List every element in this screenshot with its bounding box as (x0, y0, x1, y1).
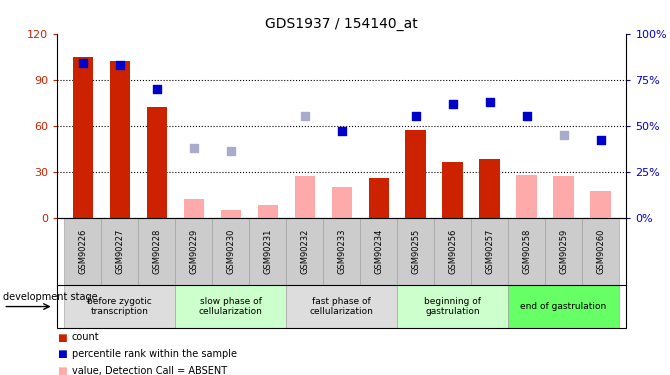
Bar (442, 162, 463, 218)
Bar (553, 176, 574, 218)
Point (115, 62, 125, 68)
Bar (147, 107, 167, 218)
Bar (480, 159, 500, 218)
Text: GSM90255: GSM90255 (411, 229, 420, 274)
Text: GSM90258: GSM90258 (522, 228, 531, 274)
Bar (257, 205, 278, 218)
Text: ■: ■ (57, 366, 67, 375)
Text: GSM90226: GSM90226 (78, 228, 87, 274)
Bar (110, 62, 130, 217)
Text: GSM90231: GSM90231 (263, 228, 272, 274)
Bar (332, 187, 352, 218)
Bar (405, 130, 426, 218)
Text: fast phase of
cellularization: fast phase of cellularization (310, 297, 374, 316)
Point (78, 60, 88, 66)
Text: GSM90234: GSM90234 (374, 228, 383, 274)
Point (595, 137, 606, 143)
Bar (369, 178, 389, 218)
Point (225, 148, 236, 154)
Point (336, 128, 347, 134)
Bar (590, 192, 611, 217)
Text: GSM90233: GSM90233 (337, 228, 346, 274)
Point (299, 113, 310, 119)
Text: beginning of
gastrulation: beginning of gastrulation (424, 297, 481, 316)
Bar (220, 210, 241, 218)
Point (151, 86, 162, 92)
Bar (295, 176, 315, 218)
Bar (72, 57, 93, 217)
Text: GSM90227: GSM90227 (115, 228, 125, 274)
Text: GSM90257: GSM90257 (485, 228, 494, 274)
Text: GSM90260: GSM90260 (596, 228, 605, 274)
Text: GSM90230: GSM90230 (226, 228, 235, 274)
Bar (517, 175, 537, 217)
Text: percentile rank within the sample: percentile rank within the sample (72, 350, 237, 359)
Point (410, 113, 421, 119)
Text: GSM90232: GSM90232 (300, 228, 310, 274)
Text: end of gastrulation: end of gastrulation (521, 302, 607, 311)
Text: GSM90229: GSM90229 (190, 229, 198, 274)
Text: slow phase of
cellularization: slow phase of cellularization (199, 297, 263, 316)
Point (558, 132, 569, 138)
Text: count: count (72, 333, 99, 342)
Bar (184, 199, 204, 217)
Point (484, 99, 495, 105)
Text: development stage: development stage (3, 292, 98, 302)
Point (521, 113, 532, 119)
Title: GDS1937 / 154140_at: GDS1937 / 154140_at (265, 17, 418, 32)
Text: ■: ■ (57, 350, 67, 359)
Text: GSM90256: GSM90256 (448, 228, 457, 274)
Text: before zygotic
transcription: before zygotic transcription (88, 297, 152, 316)
Text: GSM90228: GSM90228 (152, 228, 161, 274)
Text: GSM90259: GSM90259 (559, 229, 568, 274)
Point (448, 100, 458, 106)
Text: ■: ■ (57, 333, 67, 342)
Text: value, Detection Call = ABSENT: value, Detection Call = ABSENT (72, 366, 227, 375)
Point (188, 145, 199, 151)
